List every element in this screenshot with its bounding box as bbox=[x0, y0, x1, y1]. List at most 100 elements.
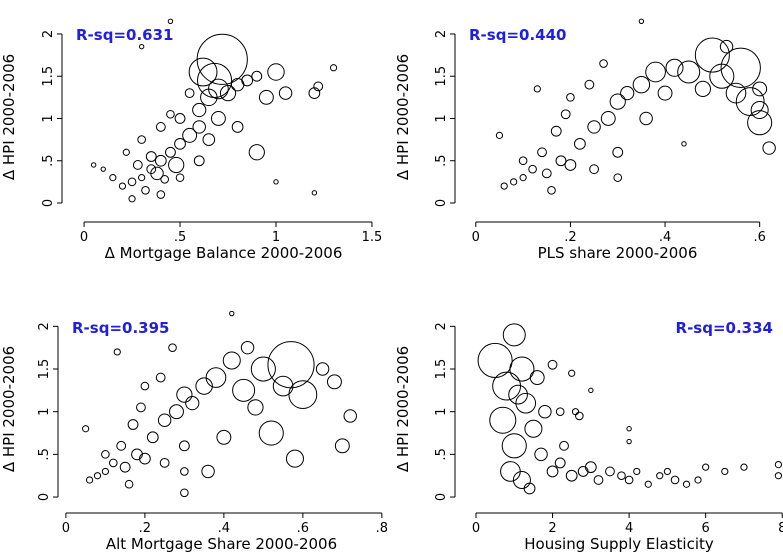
bubble bbox=[512, 470, 531, 489]
bubble bbox=[584, 79, 595, 90]
bubble bbox=[571, 408, 580, 416]
bubble bbox=[155, 372, 166, 383]
x-axis-title: Δ Mortgage Balance 2000-2006 bbox=[105, 244, 343, 262]
bubble bbox=[541, 168, 552, 179]
bubble bbox=[694, 476, 702, 484]
bubble bbox=[154, 154, 167, 167]
bubble bbox=[568, 369, 576, 377]
bubble bbox=[518, 156, 528, 166]
bubble bbox=[193, 155, 205, 167]
bubble bbox=[82, 425, 90, 433]
bubble bbox=[626, 438, 632, 445]
bubble bbox=[720, 47, 761, 88]
y-tick-label: .5 bbox=[41, 155, 56, 167]
bubble bbox=[721, 467, 729, 476]
annotation: R-sq=0.631 bbox=[76, 26, 173, 44]
annotation: R-sq=0.334 bbox=[676, 319, 773, 337]
bubble bbox=[524, 419, 543, 438]
bubble bbox=[180, 467, 189, 476]
bubble bbox=[555, 155, 567, 167]
bubble bbox=[315, 362, 330, 376]
bubble bbox=[201, 464, 215, 479]
bubble bbox=[694, 80, 712, 98]
bubble bbox=[159, 457, 170, 468]
bubble bbox=[273, 179, 279, 185]
bubble bbox=[523, 482, 536, 495]
bubble bbox=[248, 144, 265, 161]
y-tick-label: 1 bbox=[434, 114, 449, 122]
bubble bbox=[285, 449, 304, 468]
x-tick-label: .2 bbox=[564, 230, 576, 245]
bubble bbox=[747, 110, 773, 136]
bubble bbox=[574, 137, 586, 150]
bubble bbox=[222, 351, 241, 370]
bubble bbox=[247, 399, 264, 416]
bubble bbox=[101, 450, 110, 459]
bubble bbox=[166, 109, 175, 119]
bubble bbox=[326, 374, 342, 390]
bubble bbox=[240, 340, 255, 355]
bubble bbox=[644, 480, 652, 488]
bubble bbox=[208, 78, 229, 100]
y-axis-title: Δ HPI 2000-2006 bbox=[394, 54, 412, 180]
bubble bbox=[600, 111, 616, 126]
x-tick-label: 1.5 bbox=[362, 230, 383, 245]
y-tick-label: 1.5 bbox=[41, 66, 56, 87]
bubble bbox=[665, 58, 684, 77]
bubble bbox=[124, 479, 134, 489]
bubble bbox=[258, 89, 274, 105]
y-tick-label: 1 bbox=[434, 408, 449, 416]
bubble bbox=[719, 39, 734, 54]
bubble bbox=[343, 409, 357, 423]
y-tick-label: .5 bbox=[37, 448, 52, 460]
bubble bbox=[250, 356, 276, 382]
bubble bbox=[677, 60, 701, 84]
bubble bbox=[489, 406, 517, 434]
x-axis-title: Alt Mortgage Share 2000-2006 bbox=[106, 535, 337, 553]
bubble bbox=[138, 43, 145, 50]
bubble bbox=[500, 182, 508, 190]
bubble bbox=[681, 141, 687, 147]
bubble bbox=[534, 447, 548, 462]
bubble bbox=[612, 146, 624, 158]
bubble bbox=[219, 85, 237, 102]
bubble bbox=[136, 402, 146, 413]
bubble bbox=[495, 131, 504, 139]
y-tick-label: 0 bbox=[37, 493, 52, 501]
x-tick-label: .4 bbox=[218, 521, 230, 536]
bubble bbox=[156, 190, 166, 199]
bubble bbox=[538, 404, 552, 419]
bubble bbox=[85, 476, 94, 484]
x-tick-label: .8 bbox=[376, 521, 388, 536]
x-tick-label: 2 bbox=[548, 521, 556, 536]
bubble bbox=[624, 475, 634, 485]
y-tick-label: 2 bbox=[41, 30, 56, 38]
bubble bbox=[101, 467, 110, 476]
bubble bbox=[620, 86, 635, 101]
bubble bbox=[157, 413, 172, 427]
bubble bbox=[175, 173, 185, 182]
bubble bbox=[694, 37, 730, 73]
bubble bbox=[168, 343, 177, 352]
y-tick-label: 1.5 bbox=[434, 359, 449, 380]
bubble bbox=[657, 85, 673, 101]
bubble bbox=[645, 61, 666, 83]
bubble bbox=[663, 467, 671, 476]
bubble bbox=[113, 348, 121, 356]
bubble bbox=[492, 371, 522, 401]
bubble bbox=[682, 480, 691, 488]
bubble bbox=[100, 166, 106, 172]
bubble bbox=[140, 381, 150, 391]
bubble bbox=[278, 86, 293, 100]
bubble bbox=[122, 148, 130, 156]
bubble bbox=[559, 440, 569, 451]
bubble bbox=[137, 135, 146, 144]
x-tick-label: .5 bbox=[174, 230, 186, 245]
x-tick-label: 0 bbox=[472, 521, 480, 536]
y-tick-label: 2 bbox=[434, 30, 449, 38]
y-tick-label: 1 bbox=[41, 114, 56, 122]
bubble bbox=[509, 356, 535, 382]
bubble bbox=[588, 387, 594, 394]
